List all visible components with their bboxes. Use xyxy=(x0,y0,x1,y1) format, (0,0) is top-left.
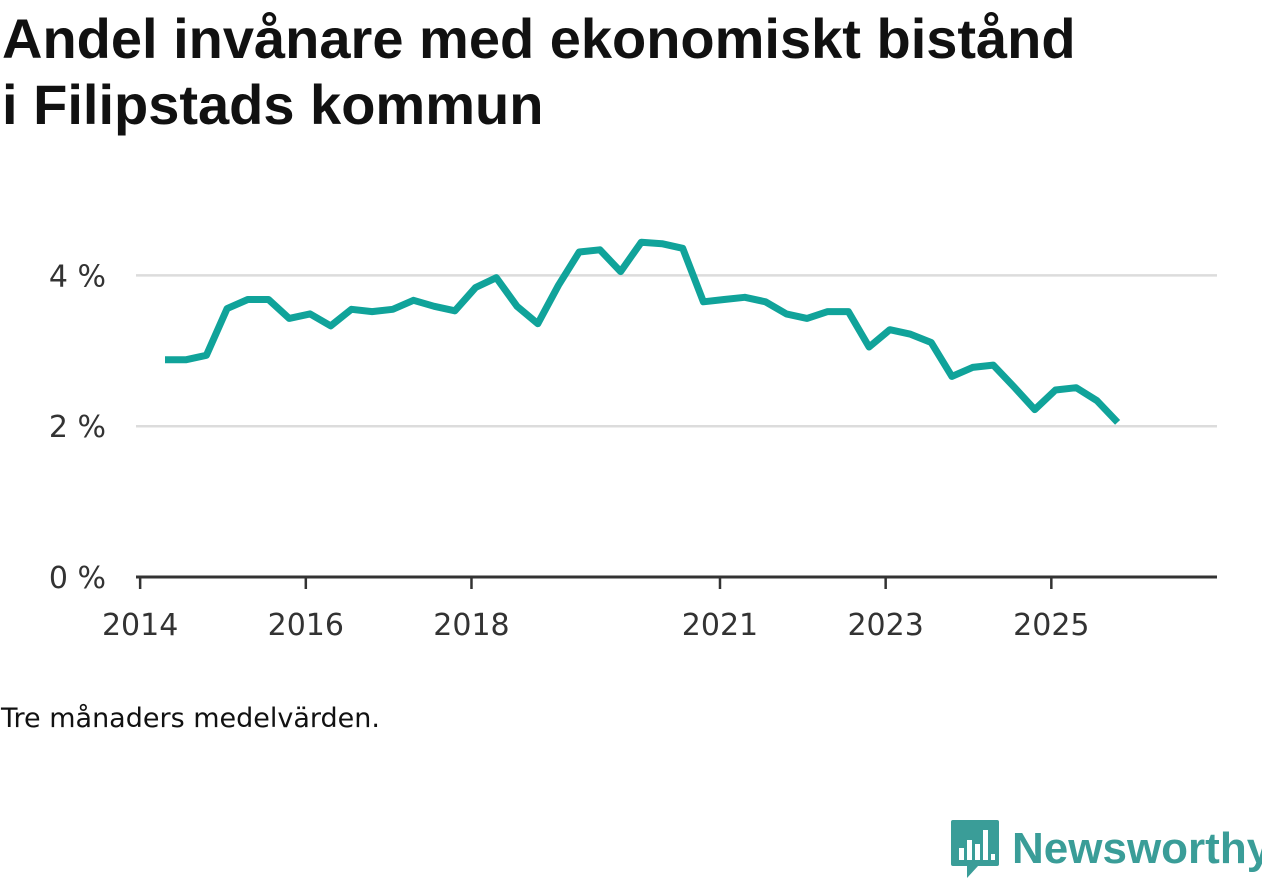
x-tick-label: 2014 xyxy=(102,608,178,643)
brand-name: Newsworthy xyxy=(1012,824,1262,873)
y-axis-labels: 0 % 2 % 4 % xyxy=(49,259,106,596)
chart-title: Andel invånare med ekonomiskt bistånd i … xyxy=(2,7,1076,136)
x-tick-label: 2021 xyxy=(682,608,758,643)
gridlines xyxy=(136,274,1217,428)
x-axis-labels: 2014 2016 2018 2021 2023 2025 xyxy=(102,608,1090,643)
x-tick-label: 2018 xyxy=(433,608,509,643)
x-tick-label: 2025 xyxy=(1013,608,1089,643)
newsworthy-logo[interactable]: Newsworthy xyxy=(950,818,1262,880)
series-layer xyxy=(165,238,1121,425)
x-axis xyxy=(136,575,1217,589)
y-tick-label: 0 % xyxy=(49,561,106,596)
chart-note: Tre månaders medelvärden. xyxy=(1,703,380,734)
x-tick-label: 2023 xyxy=(847,608,923,643)
series-line xyxy=(165,238,1121,425)
y-tick-label: 4 % xyxy=(49,259,106,294)
y-tick-label: 2 % xyxy=(49,410,106,445)
bar-chart-badge-icon xyxy=(951,820,999,878)
x-tick-label: 2016 xyxy=(268,608,344,643)
